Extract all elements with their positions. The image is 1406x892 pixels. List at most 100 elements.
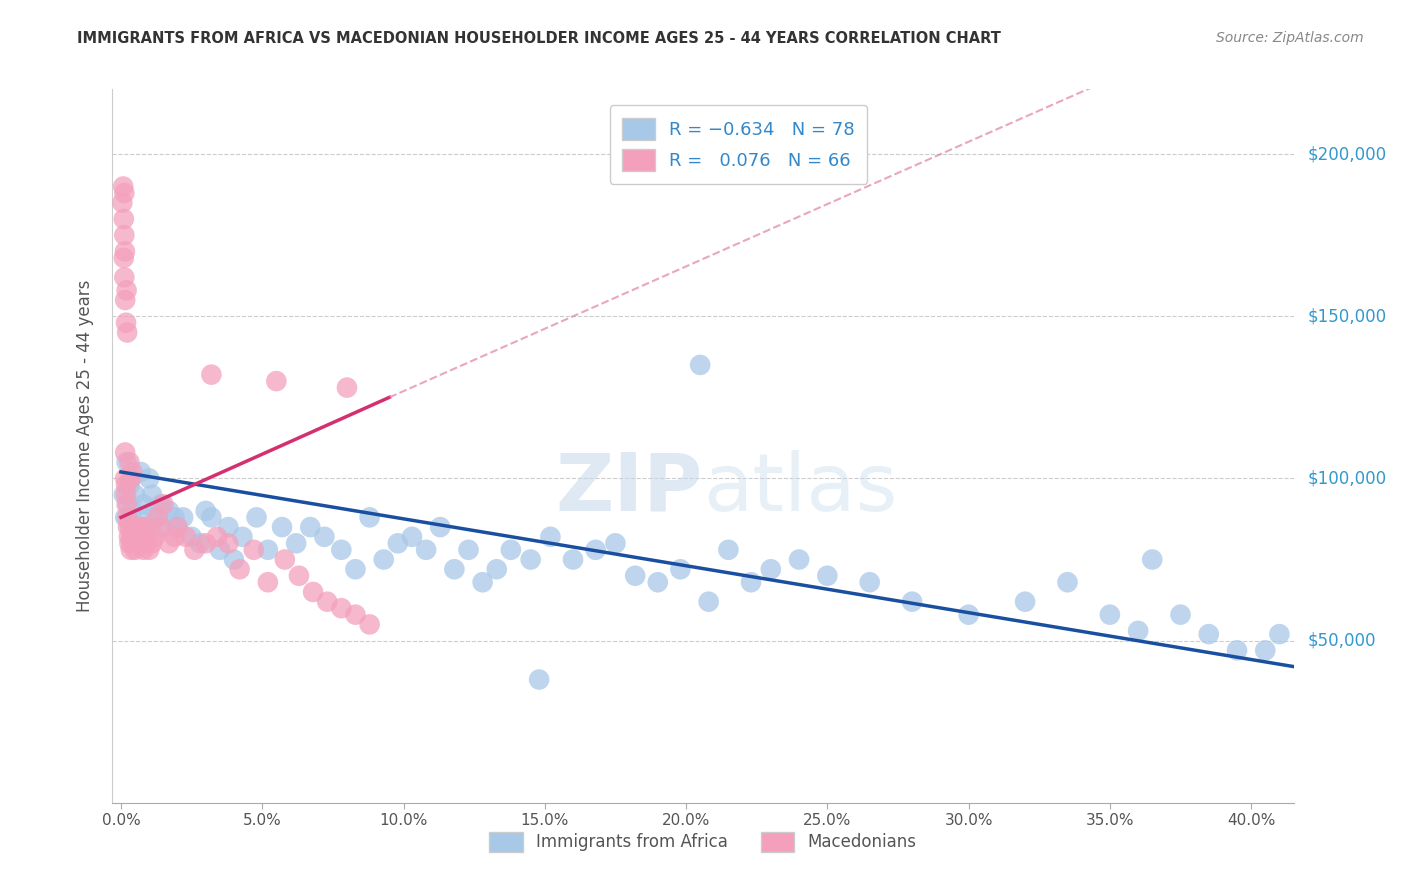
Point: [689, 358, 711, 372]
Point: [257, 542, 280, 557]
Point: [115, 478, 138, 492]
Point: [157, 536, 180, 550]
Point: [163, 510, 186, 524]
Point: [285, 536, 308, 550]
Point: [121, 465, 143, 479]
Point: [121, 536, 143, 550]
Point: [1268, 627, 1291, 641]
Point: [401, 530, 423, 544]
Point: [115, 455, 138, 469]
Point: [166, 520, 188, 534]
Point: [330, 601, 353, 615]
Y-axis label: Householder Income Ages 25 - 44 years: Householder Income Ages 25 - 44 years: [76, 280, 94, 612]
Point: [562, 552, 585, 566]
Point: [183, 542, 205, 557]
Point: [194, 536, 217, 550]
Point: [200, 510, 222, 524]
Point: [118, 520, 141, 534]
Point: [1142, 552, 1164, 566]
Point: [114, 471, 136, 485]
Point: [901, 595, 924, 609]
Point: [134, 536, 156, 550]
Point: [124, 542, 146, 557]
Point: [527, 673, 550, 687]
Point: [519, 552, 541, 566]
Point: [115, 510, 138, 524]
Point: [121, 504, 143, 518]
Point: [125, 530, 148, 544]
Point: [128, 520, 150, 534]
Point: [163, 530, 186, 544]
Point: [127, 510, 149, 524]
Point: [120, 471, 142, 485]
Point: [112, 488, 135, 502]
Point: [1226, 643, 1249, 657]
Point: [359, 510, 381, 524]
Point: [1098, 607, 1121, 622]
Point: [231, 530, 253, 544]
Point: [114, 445, 136, 459]
Point: [387, 536, 409, 550]
Point: [957, 607, 980, 622]
Point: [114, 293, 136, 307]
Point: [1056, 575, 1078, 590]
Point: [302, 585, 325, 599]
Point: [180, 530, 202, 544]
Point: [471, 575, 494, 590]
Point: [118, 536, 141, 550]
Point: [143, 504, 166, 518]
Point: [316, 595, 339, 609]
Point: [112, 228, 135, 243]
Point: [359, 617, 381, 632]
Point: [208, 542, 231, 557]
Point: [205, 530, 228, 544]
Text: $150,000: $150,000: [1308, 307, 1386, 326]
Point: [257, 575, 280, 590]
Point: [815, 568, 838, 582]
Legend: Immigrants from Africa, Macedonians: Immigrants from Africa, Macedonians: [482, 825, 924, 859]
Point: [717, 542, 740, 557]
Text: $200,000: $200,000: [1308, 145, 1386, 163]
Point: [112, 211, 135, 226]
Point: [138, 542, 160, 557]
Point: [138, 471, 160, 485]
Point: [115, 326, 138, 340]
Point: [759, 562, 782, 576]
Point: [499, 542, 522, 557]
Point: [344, 562, 367, 576]
Text: ZIP: ZIP: [555, 450, 703, 528]
Point: [141, 536, 163, 550]
Point: [120, 471, 142, 485]
Point: [242, 542, 264, 557]
Point: [624, 568, 647, 582]
Point: [787, 552, 810, 566]
Point: [115, 316, 138, 330]
Point: [336, 381, 359, 395]
Point: [146, 510, 169, 524]
Point: [129, 465, 152, 479]
Text: IMMIGRANTS FROM AFRICA VS MACEDONIAN HOUSEHOLDER INCOME AGES 25 - 44 YEARS CORRE: IMMIGRANTS FROM AFRICA VS MACEDONIAN HOU…: [77, 31, 1001, 46]
Point: [485, 562, 508, 576]
Point: [1198, 627, 1220, 641]
Point: [111, 195, 134, 210]
Point: [266, 374, 288, 388]
Point: [188, 536, 211, 550]
Point: [117, 520, 139, 534]
Point: [647, 575, 669, 590]
Point: [415, 542, 437, 557]
Point: [117, 497, 139, 511]
Point: [115, 497, 138, 511]
Point: [457, 542, 479, 557]
Point: [118, 455, 141, 469]
Point: [115, 283, 138, 297]
Point: [330, 542, 353, 557]
Point: [669, 562, 692, 576]
Point: [1254, 643, 1277, 657]
Point: [1126, 624, 1149, 638]
Point: [1014, 595, 1036, 609]
Point: [149, 520, 172, 534]
Point: [112, 251, 135, 265]
Point: [228, 562, 250, 576]
Point: [245, 510, 267, 524]
Point: [200, 368, 222, 382]
